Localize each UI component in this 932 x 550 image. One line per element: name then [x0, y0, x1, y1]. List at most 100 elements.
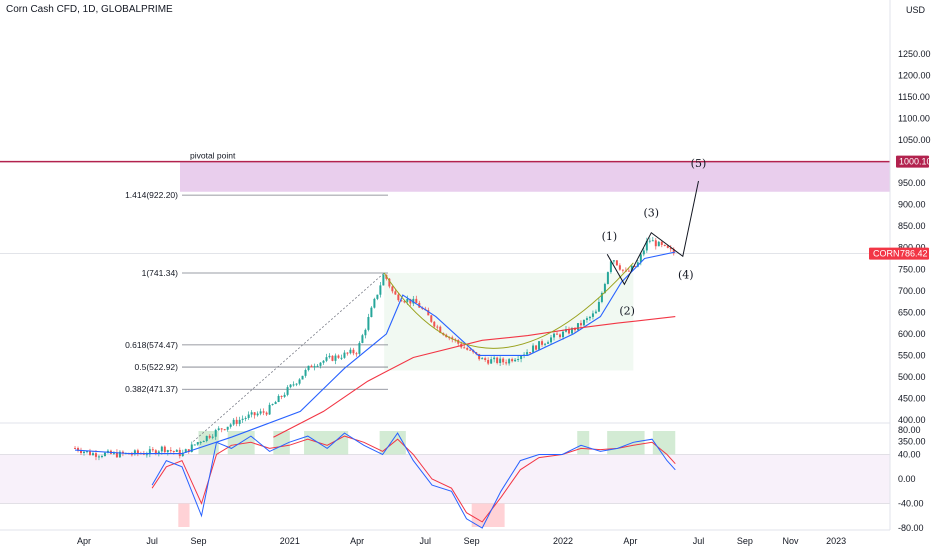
price-tick-label: 600.00 — [898, 329, 926, 339]
candle-body — [343, 352, 346, 358]
elliott-wave-layer: (1) (2) (3) (4) (5) — [602, 157, 707, 317]
candle-body — [190, 444, 193, 453]
candle-body — [331, 355, 334, 361]
candle-body — [151, 449, 154, 451]
price-tick-label: 1150.00 — [898, 92, 930, 102]
time-tick-label: Sep — [737, 536, 753, 546]
candle-body — [91, 453, 94, 456]
candle-body — [376, 294, 379, 299]
candle-body — [169, 450, 172, 452]
time-tick-label: 2023 — [826, 536, 846, 546]
wave-path — [606, 180, 699, 286]
candle-body — [490, 359, 493, 364]
candle-body — [439, 326, 442, 333]
price-tick-label: 500.00 — [898, 372, 926, 382]
candle-body — [654, 240, 657, 247]
pivot-price-label: 1000.10 — [899, 157, 932, 167]
current-price-label: 786.42 — [900, 249, 928, 259]
time-tick-label: Sep — [464, 536, 480, 546]
candle-body — [591, 313, 594, 317]
candle-body — [585, 318, 588, 320]
candle-body — [508, 359, 511, 364]
candle-body — [304, 369, 307, 376]
candle-body — [301, 375, 304, 380]
cup-curve — [383, 262, 634, 349]
candle-body — [606, 272, 609, 284]
candle-body — [94, 453, 97, 457]
oscillator-zones-layer — [0, 422, 890, 527]
time-tick-label: Apr — [623, 536, 637, 546]
candle-body — [199, 442, 202, 444]
candle-body — [505, 362, 508, 364]
candle-body — [484, 358, 487, 360]
candle-body — [511, 359, 514, 362]
candle-body — [621, 269, 624, 271]
candle-body — [547, 342, 550, 344]
candle-body — [325, 357, 328, 361]
candle-body — [83, 451, 85, 453]
time-tick-label: Jul — [146, 536, 158, 546]
candle-body — [400, 300, 403, 302]
time-tick-label: 2022 — [553, 536, 573, 546]
candle-body — [663, 244, 666, 246]
candle-body — [223, 429, 226, 431]
candle-body — [535, 345, 538, 350]
candle-body — [481, 358, 484, 360]
candle-body — [600, 292, 603, 302]
chart-title: Corn Cash CFD, 1D, GLOBALPRIME — [6, 4, 173, 15]
overbought-zone — [607, 431, 645, 455]
candle-body — [645, 240, 648, 251]
candle-body — [220, 428, 223, 430]
fibonacci-layer: 1.414(922.20) 1(741.34) 0.618(574.47) 0.5(5… — [125, 190, 388, 442]
candle-body — [328, 355, 331, 358]
oscillator-layer — [151, 432, 676, 529]
candle-body — [469, 349, 472, 351]
current-symbol-label: CORN — [873, 249, 900, 259]
candle-body — [235, 419, 238, 424]
candle-body — [409, 298, 412, 304]
time-tick-label: 2021 — [280, 536, 300, 546]
candle-body — [466, 348, 469, 350]
candle-body — [175, 449, 178, 452]
candle-body — [256, 413, 259, 416]
wave-label: (2) — [619, 304, 635, 317]
candle-body — [253, 412, 256, 416]
candle-body — [391, 286, 394, 292]
candle-body — [211, 436, 214, 438]
candle-body — [532, 345, 535, 353]
candle-body — [433, 321, 436, 327]
candle-body — [319, 362, 322, 366]
candle-body — [493, 357, 496, 360]
time-tick-label: Jul — [420, 536, 432, 546]
candle-body — [355, 353, 358, 355]
candle-body — [103, 452, 106, 457]
overbought-zone — [577, 431, 590, 455]
price-tick-label: 550.00 — [898, 350, 926, 360]
candle-body — [541, 341, 544, 345]
candle-body — [217, 428, 220, 430]
candle-body — [666, 245, 669, 248]
candle-body — [115, 452, 118, 458]
candle-body — [463, 347, 466, 349]
ema-slow-line — [273, 316, 676, 438]
candle-body — [244, 417, 247, 419]
oscillator-tick-label: 0.00 — [898, 474, 916, 484]
indicator-lines-layer — [74, 251, 676, 455]
candle-body — [163, 446, 166, 453]
price-tick-label: 350.00 — [898, 437, 926, 447]
candle-body — [337, 355, 340, 358]
candle-body — [627, 270, 630, 272]
candle-body — [202, 440, 205, 443]
candle-body — [520, 355, 523, 360]
wave-label: (3) — [644, 207, 660, 220]
price-tick-label: 700.00 — [898, 286, 926, 296]
candle-body — [271, 404, 274, 406]
candle-body — [259, 411, 262, 414]
wave-label: (4) — [678, 268, 694, 281]
fib-label: 0.5(522.92) — [135, 362, 179, 372]
candle-body — [130, 454, 133, 456]
candle-body — [651, 240, 654, 242]
candle-body — [241, 418, 244, 420]
